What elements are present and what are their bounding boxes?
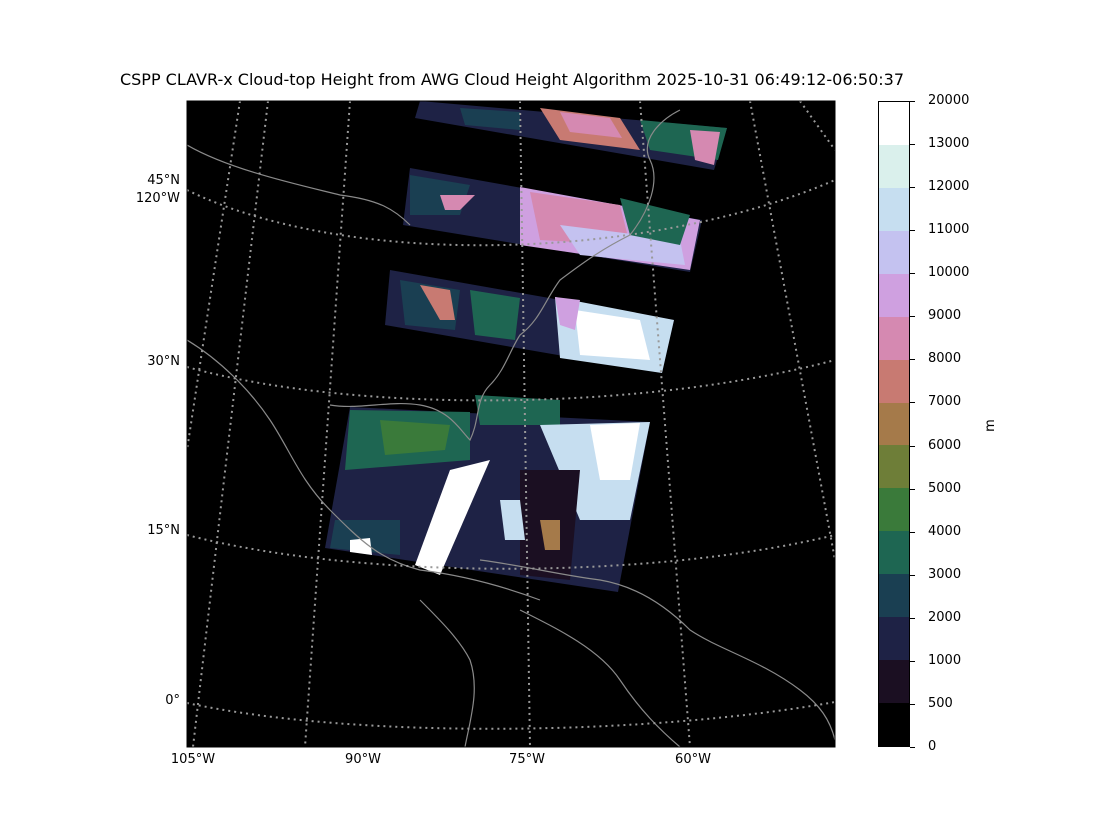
colorbar-tick-label: 11000 [928, 222, 970, 238]
colorbar-tick-label: 9000 [928, 308, 962, 324]
colorbar-segment [879, 144, 909, 188]
lon-label-90w: 90°W [345, 752, 381, 767]
colorbar-segment [879, 359, 909, 403]
swath-3 [385, 270, 674, 373]
colorbar-tick [910, 488, 915, 490]
lat-label-30n: 30°N [147, 354, 180, 369]
lon-label-105w: 105°W [170, 752, 216, 767]
colorbar-segment [879, 574, 909, 618]
swath-1 [415, 101, 727, 170]
colorbar-tick-label: 500 [928, 695, 953, 711]
graticule [187, 101, 835, 747]
swath-4 [325, 395, 650, 592]
colorbar-tick-label: 7000 [928, 394, 962, 410]
colorbar-tick [910, 531, 915, 533]
lat-label-120w: 120°W [135, 191, 180, 206]
colorbar-tick-label: 5000 [928, 480, 962, 496]
colorbar-tick [910, 187, 915, 189]
colorbar-segment [879, 101, 909, 145]
colorbar-tick [910, 747, 915, 748]
lon-label-75w: 75°W [509, 752, 545, 767]
colorbar-tick [910, 273, 915, 275]
colorbar-tick [910, 316, 915, 318]
colorbar-segment [879, 402, 909, 446]
colorbar-tick [910, 574, 915, 576]
colorbar-tick-label: 0 [928, 739, 937, 754]
colorbar-tick-label: 8000 [928, 351, 962, 367]
map-title: CSPP CLAVR-x Cloud-top Height from AWG C… [119, 70, 905, 89]
colorbar-segment [879, 531, 909, 575]
colorbar-tick-label: 2000 [928, 609, 962, 625]
colorbar-segment [879, 703, 909, 746]
colorbar-tick-label: 1000 [928, 652, 962, 668]
colorbar-tick [910, 144, 915, 146]
colorbar-segment [879, 187, 909, 231]
colorbar-segment [879, 230, 909, 274]
lon-label-60w: 60°W [675, 752, 711, 767]
colorbar-tick-label: 12000 [928, 179, 970, 195]
colorbar-tick-label: 13000 [928, 136, 970, 152]
colorbar-segment [879, 660, 909, 704]
colorbar-tick [910, 101, 915, 102]
lat-label-45n: 45°N [147, 173, 180, 188]
colorbar-tick [910, 703, 915, 705]
colorbar-segment [879, 617, 909, 661]
colorbar [878, 101, 910, 747]
colorbar-tick-label: 3000 [928, 566, 962, 582]
colorbar-tick [910, 402, 915, 404]
colorbar-segment [879, 273, 909, 317]
colorbar-tick [910, 359, 915, 361]
colorbar-tick-label: 20000 [928, 93, 970, 108]
colorbar-segment [879, 488, 909, 532]
colorbar-tick-label: 6000 [928, 437, 962, 453]
colorbar-tick [910, 617, 915, 619]
colorbar-tick [910, 660, 915, 662]
coastlines [187, 109, 835, 747]
colorbar-tick-label: 4000 [928, 523, 962, 539]
colorbar-tick-label: 10000 [928, 265, 970, 281]
colorbar-unit-label: m [982, 419, 998, 432]
colorbar-tick [910, 230, 915, 232]
lat-label-0: 0° [165, 693, 180, 708]
colorbar-tick [910, 445, 915, 447]
lat-label-15n: 15°N [147, 523, 180, 538]
swath-2 [403, 168, 702, 272]
colorbar-segment [879, 445, 909, 489]
colorbar-segment [879, 316, 909, 360]
map-frame [186, 100, 836, 748]
